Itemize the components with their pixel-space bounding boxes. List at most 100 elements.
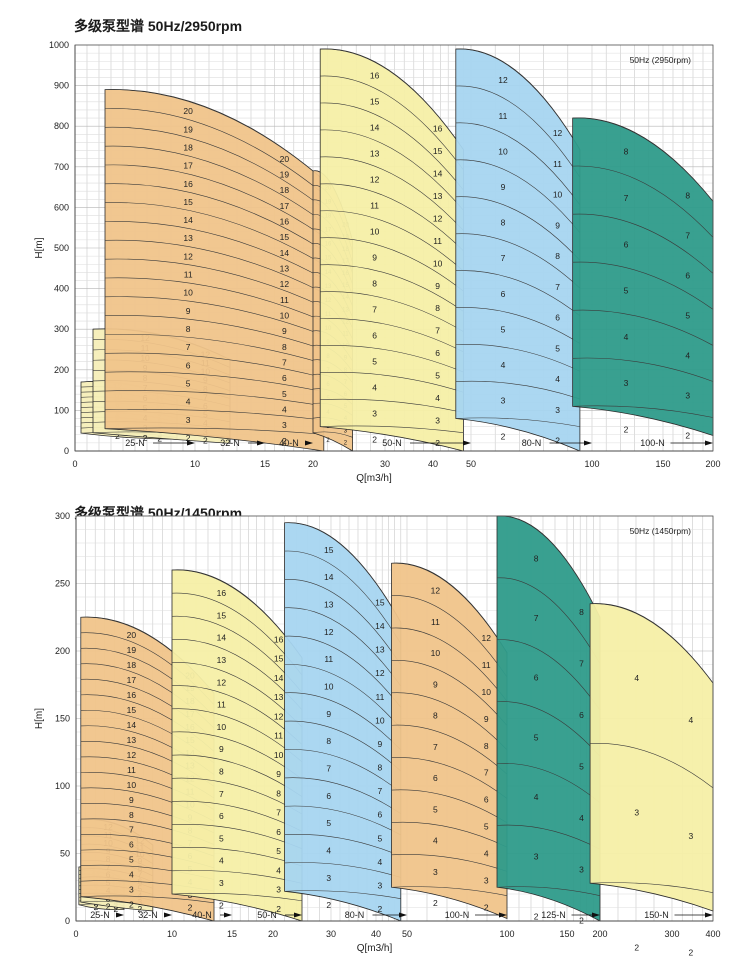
stage-label-2950-80-n-10-0: 10 [498,146,508,156]
stage-label-2950-80-n-5-0: 5 [501,324,506,334]
stage-curve-2950-80-n-11 [455,85,581,178]
model-bar-1450: 25-N 32-N 40-N 50-N 80-N 100-N 125-N 150-N [90,910,713,920]
stage-label-2950-80-n-3-0: 3 [501,396,506,406]
stage-label-1450-50-n-16-1: 16 [274,634,284,644]
stage-label-1450-125-n-4-0: 4 [534,792,539,802]
stage-label-1450-80-n-13-0: 13 [324,600,334,610]
x-tick-1450-30: 30 [326,929,336,939]
x-tick-1450-100: 100 [499,929,514,939]
stage-label-1450-25-n-2-0: 2 [94,902,99,912]
stage-label-2950-50-n-4-1: 4 [435,393,440,403]
stage-label-1450-100-n-7-0: 7 [433,742,438,752]
x-tick-2950-200: 200 [705,459,720,469]
model-label-1450-80-n: 80-N [345,910,365,920]
stage-label-1450-80-n-8-0: 8 [326,736,331,746]
stage-label-1450-40-n-3-0: 3 [129,885,134,895]
model-arrow-head-1450-100-n [499,912,507,918]
stage-curve-2950-80-n-9 [455,159,581,233]
stage-label-2950-50-n-5-1: 5 [435,371,440,381]
stage-label-1450-40-n-20-0: 20 [127,630,137,640]
stage-label-2950-50-n-10-0: 10 [370,227,380,237]
stage-label-2950-100-n-2-0: 2 [624,425,629,435]
stage-curve-1450-80-n-2 [284,890,401,900]
stage-label-1450-50-n-5-0: 5 [219,833,224,843]
stage-curve-1450-80-n-5 [284,805,401,836]
stage-label-2950-80-n-2-1: 2 [555,436,560,446]
y-tick-2950-900: 900 [54,81,69,91]
stage-label-1450-125-n-2-0: 2 [534,911,539,921]
model-arrow-head-1450-150-n [705,912,713,918]
y-tick-2950-200: 200 [54,365,69,375]
stage-curve-1450-80-n-11 [284,635,402,708]
stage-label-1450-100-n-6-0: 6 [433,773,438,783]
stage-label-2950-40-n-3-0: 3 [186,415,191,425]
model-arrow-head-1450-32-n [164,912,172,918]
stage-curve-1450-80-n-12 [284,607,402,687]
stage-curve-2950-100-n-7 [572,165,714,238]
stage-label-2950-50-n-11-0: 11 [370,201,379,211]
stage-label-1450-100-n-9-1: 9 [484,714,489,724]
series-2950-80-n: 2 2 3 3 4 4 5 5 6 6 7 7 8 8 9 9 10 10 11 11 12 12 [455,48,581,452]
stage-curve-2950-50-n-16 [320,48,464,150]
stage-curve-1450-80-n-9 [284,692,402,751]
y-tick-2950-600: 600 [54,202,69,212]
stage-label-1450-40-n-4-0: 4 [129,870,134,880]
stage-curve-1450-100-n-7 [391,724,508,775]
stage-label-1450-125-n-7-0: 7 [534,613,539,623]
stage-label-1450-125-n-8-0: 8 [534,553,539,563]
stage-label-2950-80-n-7-0: 7 [501,253,506,263]
stage-curve-1450-125-n-4 [496,763,601,804]
stage-curve-2950-80-n-6 [455,270,581,317]
model-label-1450-40-n: 40-N [192,910,212,920]
stage-label-1450-80-n-13-1: 13 [375,645,385,655]
stage-curve-1450-100-n-8 [391,692,508,751]
stage-curve-2950-40-n-18 [104,126,324,209]
stage-label-1450-50-n-11-0: 11 [217,700,226,710]
stage-label-1450-125-n-3-0: 3 [534,852,539,862]
stage-label-2950-40-n-10-0: 10 [183,288,193,298]
stage-label-2950-80-n-4-1: 4 [555,374,560,384]
y-axis-label-2950: H[m] [34,237,45,258]
x-tick-2950-100: 100 [584,459,599,469]
stage-label-1450-100-n-8-1: 8 [484,741,489,751]
stage-curve-2950-80-n-2 [455,417,580,427]
stage-curve-1450-100-n-6 [391,757,508,799]
annotation-2950: 50Hz (2950rpm) [630,55,692,65]
stage-label-2950-40-n-13-1: 13 [280,264,290,274]
stage-label-1450-150-n-3-1: 3 [689,831,694,841]
y-tick-1450-200: 200 [55,646,70,656]
stage-label-1450-40-n-2-1: 2 [188,903,193,913]
x-tick-1450-200: 200 [592,929,607,939]
y-tick-2950-0: 0 [64,446,69,456]
stage-label-2950-50-n-4-0: 4 [372,383,377,393]
stage-label-1450-40-n-5-0: 5 [129,855,134,865]
stage-label-2950-100-n-6-1: 6 [685,271,690,281]
stage-label-1450-150-n-4-1: 4 [689,715,694,725]
stage-label-2950-40-n-19-0: 19 [183,124,193,134]
stage-label-1450-40-n-9-0: 9 [129,795,134,805]
stage-curve-2950-40-n-17 [104,145,324,223]
stage-curve-1450-40-n-2 [80,895,215,904]
stage-label-2950-50-n-12-1: 12 [433,213,443,223]
stage-curve-1450-100-n-3 [391,854,508,872]
stage-label-1450-100-n-10-1: 10 [481,687,491,697]
stage-label-1450-50-n-14-1: 14 [274,673,284,683]
stage-label-2950-80-n-9-1: 9 [555,220,560,230]
stage-label-1450-40-n-2-0: 2 [129,900,134,910]
stage-curve-1450-100-n-12 [391,562,508,653]
y-tick-2950-400: 400 [54,284,69,294]
stage-curve-1450-150-n-4 [590,603,714,684]
stage-label-1450-50-n-9-1: 9 [276,769,281,779]
stage-label-2950-50-n-6-1: 6 [435,348,440,358]
stage-curve-1450-100-n-5 [391,789,508,824]
model-label-2950-50-n: 50-N [382,438,402,448]
stage-curve-2950-50-n-8 [320,264,464,312]
stage-label-2950-40-n-12-1: 12 [280,279,290,289]
x-tick-1450-10: 10 [167,929,177,939]
stage-curve-2950-40-n-9 [104,296,324,336]
x-tick-1450-50: 50 [402,929,412,939]
stage-label-2950-100-n-4-1: 4 [685,351,690,361]
x-tick-1450-300: 300 [664,929,679,939]
stage-label-1450-80-n-11-1: 11 [375,692,384,702]
